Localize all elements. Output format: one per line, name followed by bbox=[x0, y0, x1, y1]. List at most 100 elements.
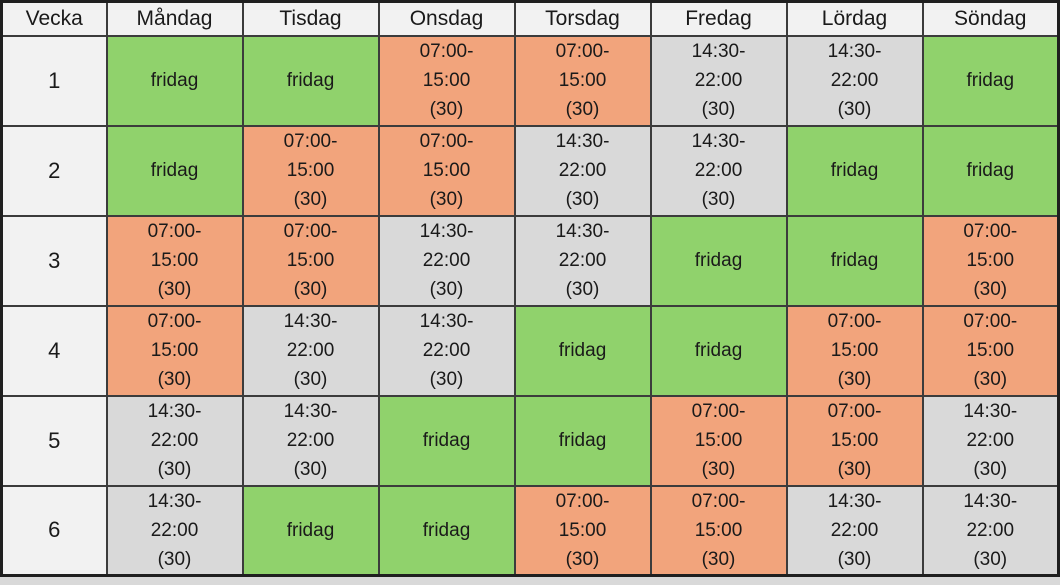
shift-text-line: 22:00 bbox=[150, 519, 199, 541]
shift-text-line: 14:30- bbox=[963, 401, 1018, 422]
day-off-cell: fridag bbox=[513, 394, 652, 487]
shift-text-line: fridag bbox=[286, 70, 335, 91]
shift-text-line: 07:00- bbox=[963, 311, 1018, 332]
shift-text-line: fridag bbox=[150, 70, 199, 91]
shift-text-line: 15:00 bbox=[422, 70, 471, 91]
shift-cell-late: 14:30- 22:00 (30) bbox=[513, 214, 652, 307]
shift-text-line: fridag bbox=[966, 70, 1015, 91]
shift-text-line: 07:00- bbox=[283, 131, 338, 152]
table-row: 2 fridag 07:00- 15:00 (30) 07:00- 15:00 (30) 14:… bbox=[0, 124, 1060, 217]
shift-text-line: 15:00 bbox=[966, 250, 1015, 271]
day-column-header-saturday: Lördag bbox=[785, 0, 924, 37]
shift-cell-late: 14:30- 22:00 (30) bbox=[377, 304, 516, 397]
shift-text-line: (30) bbox=[293, 369, 328, 390]
shift-text-line: 15:00 bbox=[830, 430, 879, 451]
shift-text-line: fridag bbox=[422, 519, 471, 541]
day-off-cell: fridag bbox=[785, 124, 924, 217]
shift-cell-early: 07:00- 15:00 (30) bbox=[785, 394, 924, 487]
shift-text-line: 22:00 bbox=[830, 519, 879, 541]
shift-text-line: 15:00 bbox=[966, 340, 1015, 361]
day-off-cell: fridag bbox=[241, 34, 380, 127]
shift-text-line: 22:00 bbox=[286, 430, 335, 451]
shift-text-line: fridag bbox=[286, 519, 335, 541]
day-column-header-tuesday: Tisdag bbox=[241, 0, 380, 37]
shift-text-line: 14:30- bbox=[555, 221, 610, 242]
day-off-cell: fridag bbox=[377, 394, 516, 487]
shift-text-line: 15:00 bbox=[694, 519, 743, 541]
shift-text-line: fridag bbox=[422, 430, 471, 451]
shift-text-line: (30) bbox=[565, 548, 600, 570]
day-off-cell: fridag bbox=[649, 214, 788, 307]
shift-text-line: (30) bbox=[837, 459, 872, 480]
shift-text-line: 15:00 bbox=[422, 160, 471, 181]
shift-text-line: 22:00 bbox=[558, 160, 607, 181]
shift-text-line: 15:00 bbox=[558, 70, 607, 91]
shift-text-line: 07:00- bbox=[419, 41, 474, 62]
week-column-header: Vecka bbox=[0, 0, 108, 37]
shift-cell-early: 07:00- 15:00 (30) bbox=[921, 214, 1060, 307]
shift-text-line: 07:00- bbox=[283, 221, 338, 242]
shift-text-line: 15:00 bbox=[150, 340, 199, 361]
week-number: 1 bbox=[0, 34, 108, 127]
shift-cell-late: 14:30- 22:00 (30) bbox=[785, 484, 924, 577]
shift-text-line: 15:00 bbox=[694, 430, 743, 451]
shift-text-line: (30) bbox=[157, 369, 192, 390]
shift-text-line: (30) bbox=[429, 369, 464, 390]
shift-cell-early: 07:00- 15:00 (30) bbox=[241, 214, 380, 307]
shift-cell-early: 07:00- 15:00 (30) bbox=[377, 124, 516, 217]
day-off-cell: fridag bbox=[785, 214, 924, 307]
shift-text-line: 07:00- bbox=[147, 221, 202, 242]
shift-text-line: fridag bbox=[694, 340, 743, 361]
shift-text-line: (30) bbox=[701, 99, 736, 120]
shift-cell-late: 14:30- 22:00 (30) bbox=[513, 124, 652, 217]
shift-text-line: (30) bbox=[837, 548, 872, 570]
table-row: 6 14:30- 22:00 (30) fridag fridag 07:00- 15:00 (… bbox=[0, 484, 1060, 577]
shift-cell-late: 14:30- 22:00 (30) bbox=[241, 394, 380, 487]
shift-text-line: 15:00 bbox=[150, 250, 199, 271]
shift-text-line: 07:00- bbox=[827, 311, 882, 332]
shift-text-line: 22:00 bbox=[422, 250, 471, 271]
shift-cell-late: 14:30- 22:00 (30) bbox=[649, 34, 788, 127]
shift-cell-early: 07:00- 15:00 (30) bbox=[785, 304, 924, 397]
shift-text-line: 14:30- bbox=[963, 490, 1018, 512]
shift-text-line: fridag bbox=[558, 430, 607, 451]
shift-text-line: (30) bbox=[973, 459, 1008, 480]
shift-cell-early: 07:00- 15:00 (30) bbox=[513, 484, 652, 577]
table-row: 4 07:00- 15:00 (30) 14:30- 22:00 (30) 14:30- 22:… bbox=[0, 304, 1060, 397]
day-off-cell: fridag bbox=[921, 34, 1060, 127]
day-off-cell: fridag bbox=[241, 484, 380, 577]
shift-text-line: 22:00 bbox=[694, 70, 743, 91]
shift-text-line: 14:30- bbox=[691, 41, 746, 62]
shift-text-line: fridag bbox=[558, 340, 607, 361]
shift-text-line: 22:00 bbox=[694, 160, 743, 181]
table-row: 5 14:30- 22:00 (30) 14:30- 22:00 (30) fridag fri… bbox=[0, 394, 1060, 487]
table-row: 1 fridag fridag 07:00- 15:00 (30) 07:00- 15:00 (… bbox=[0, 34, 1060, 127]
shift-text-line: 22:00 bbox=[286, 340, 335, 361]
shift-text-line: 14:30- bbox=[147, 490, 202, 512]
shift-text-line: 14:30- bbox=[419, 221, 474, 242]
shift-text-line: (30) bbox=[973, 369, 1008, 390]
day-off-cell: fridag bbox=[377, 484, 516, 577]
shift-cell-early: 07:00- 15:00 (30) bbox=[649, 394, 788, 487]
shift-text-line: fridag bbox=[694, 250, 743, 271]
shift-text-line: (30) bbox=[429, 279, 464, 300]
shift-text-line: (30) bbox=[565, 99, 600, 120]
shift-cell-early: 07:00- 15:00 (30) bbox=[513, 34, 652, 127]
shift-text-line: 14:30- bbox=[827, 490, 882, 512]
day-off-cell: fridag bbox=[105, 124, 244, 217]
shift-text-line: 15:00 bbox=[286, 160, 335, 181]
day-off-cell: fridag bbox=[649, 304, 788, 397]
shift-cell-early: 07:00- 15:00 (30) bbox=[921, 304, 1060, 397]
shift-text-line: (30) bbox=[293, 459, 328, 480]
shift-text-line: (30) bbox=[837, 369, 872, 390]
shift-text-line: 22:00 bbox=[150, 430, 199, 451]
day-column-header-thursday: Torsdag bbox=[513, 0, 652, 37]
shift-cell-early: 07:00- 15:00 (30) bbox=[241, 124, 380, 217]
shift-text-line: 22:00 bbox=[422, 340, 471, 361]
shift-text-line: 14:30- bbox=[147, 401, 202, 422]
shift-cell-late: 14:30- 22:00 (30) bbox=[377, 214, 516, 307]
shift-text-line: (30) bbox=[565, 279, 600, 300]
shift-text-line: (30) bbox=[565, 189, 600, 210]
shift-text-line: 14:30- bbox=[827, 41, 882, 62]
